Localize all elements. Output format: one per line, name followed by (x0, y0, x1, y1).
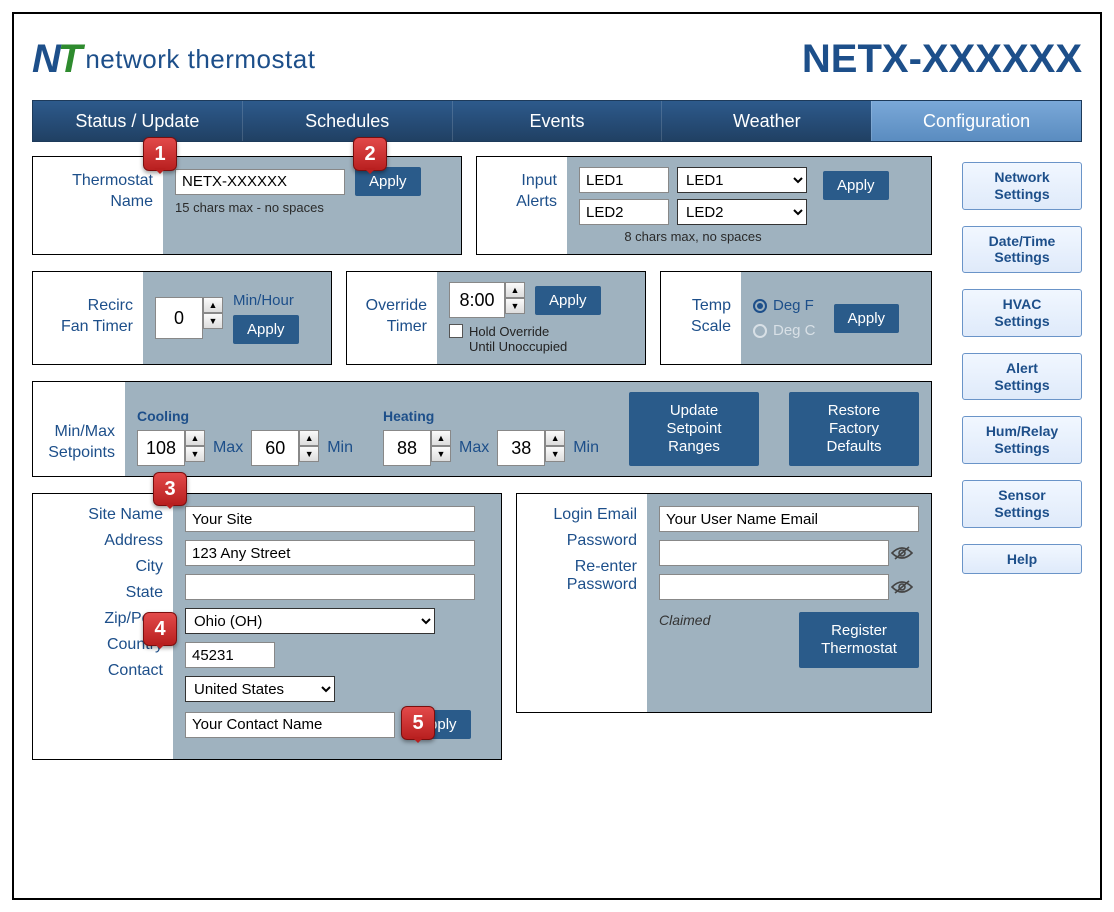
led2-select[interactable]: LED2 (677, 199, 807, 225)
alert-settings-button[interactable]: AlertSettings (962, 353, 1082, 401)
recirc-apply-button[interactable]: Apply (233, 315, 299, 344)
register-thermostat-button[interactable]: Register Thermostat (799, 612, 919, 668)
login-email-input[interactable] (659, 506, 919, 532)
heat-min-spinner[interactable]: ▲▼ (497, 430, 565, 466)
password-input[interactable] (659, 540, 889, 566)
eye-icon[interactable] (889, 577, 915, 597)
nav-tab-configuration[interactable]: Configuration (871, 101, 1081, 141)
input-alerts-label: Input Alerts (477, 157, 567, 254)
override-value-input[interactable] (449, 282, 505, 318)
main-nav: Status / UpdateSchedulesEventsWeatherCon… (32, 100, 1082, 142)
override-up-button[interactable]: ▲ (505, 282, 525, 298)
temp-scale-apply-button[interactable]: Apply (834, 304, 900, 333)
callout-1: 1 (143, 137, 177, 171)
city-label: City (33, 558, 173, 576)
contact-input[interactable] (185, 712, 395, 738)
override-label: Override Timer (347, 272, 437, 364)
address-label: Address (33, 532, 173, 550)
cool-max-spinner[interactable]: ▲▼ (137, 430, 205, 466)
led2-name-input[interactable] (579, 199, 669, 225)
recirc-label: Recirc Fan Timer (33, 272, 143, 364)
sensor-settings-button[interactable]: SensorSettings (962, 480, 1082, 528)
eye-icon[interactable] (889, 543, 915, 563)
thermostat-name-label: Thermostat Name (33, 157, 163, 254)
recirc-up-button[interactable]: ▲ (203, 297, 223, 313)
address-input[interactable] (185, 540, 475, 566)
cooling-header: Cooling (137, 408, 353, 424)
hold-override-checkbox[interactable] (449, 324, 463, 338)
nav-tab-events[interactable]: Events (452, 101, 662, 141)
country-select[interactable]: United States (185, 676, 335, 702)
hum-relay-settings-button[interactable]: Hum/RelaySettings (962, 416, 1082, 464)
setpoints-label: Min/Max Setpoints (33, 382, 125, 476)
reenter-password-input[interactable] (659, 574, 889, 600)
nav-tab-status-update[interactable]: Status / Update (33, 101, 242, 141)
restore-defaults-button[interactable]: Restore Factory Defaults (789, 392, 919, 466)
nav-tab-weather[interactable]: Weather (661, 101, 871, 141)
zip-input[interactable] (185, 642, 275, 668)
heating-header: Heating (383, 408, 599, 424)
recirc-value-input[interactable] (155, 297, 203, 339)
login-email-label: Login Email (517, 506, 647, 524)
hvac-settings-button[interactable]: HVACSettings (962, 289, 1082, 337)
recirc-spinner[interactable]: ▲▼ (155, 297, 223, 339)
callout-2: 2 (353, 137, 387, 171)
contact-label: Contact (33, 662, 173, 680)
deg-f-radio[interactable]: Deg F (753, 297, 816, 314)
date-time-settings-button[interactable]: Date/TimeSettings (962, 226, 1082, 274)
network-settings-button[interactable]: NetworkSettings (962, 162, 1082, 210)
recirc-unit: Min/Hour (233, 292, 299, 309)
hold-override-label: Hold Override Until Unoccupied (469, 324, 567, 354)
override-spinner[interactable]: ▲▼ (449, 282, 525, 318)
callout-4: 4 (143, 612, 177, 646)
recirc-down-button[interactable]: ▼ (203, 313, 223, 329)
city-input[interactable] (185, 574, 475, 600)
device-title: NETX-XXXXXX (802, 37, 1082, 82)
override-apply-button[interactable]: Apply (535, 286, 601, 315)
led1-select[interactable]: LED1 (677, 167, 807, 193)
heat-max-spinner[interactable]: ▲▼ (383, 430, 451, 466)
callout-3: 3 (153, 472, 187, 506)
override-down-button[interactable]: ▼ (505, 298, 525, 314)
logo-text: network thermostat (85, 44, 315, 75)
cool-min-spinner[interactable]: ▲▼ (251, 430, 319, 466)
password-label: Password (517, 532, 647, 550)
deg-c-radio[interactable]: Deg C (753, 322, 816, 339)
callout-5: 5 (401, 706, 435, 740)
site-name-input[interactable] (185, 506, 475, 532)
thermostat-name-hint: 15 chars max - no spaces (175, 200, 449, 215)
input-alerts-hint: 8 chars max, no spaces (579, 229, 807, 244)
led1-name-input[interactable] (579, 167, 669, 193)
reenter-password-label: Re-enter Password (517, 558, 647, 593)
nav-tab-schedules[interactable]: Schedules (242, 101, 452, 141)
temp-scale-label: Temp Scale (661, 272, 741, 364)
claimed-text: Claimed (659, 612, 710, 628)
thermostat-name-input[interactable] (175, 169, 345, 195)
input-alerts-apply-button[interactable]: Apply (823, 171, 889, 200)
help-button[interactable]: Help (962, 544, 1082, 575)
state-select[interactable]: Ohio (OH) (185, 608, 435, 634)
site-name-label: Site Name (33, 506, 173, 524)
logo: NT network thermostat (32, 37, 315, 82)
state-label: State (33, 584, 173, 602)
update-setpoints-button[interactable]: Update Setpoint Ranges (629, 392, 759, 466)
